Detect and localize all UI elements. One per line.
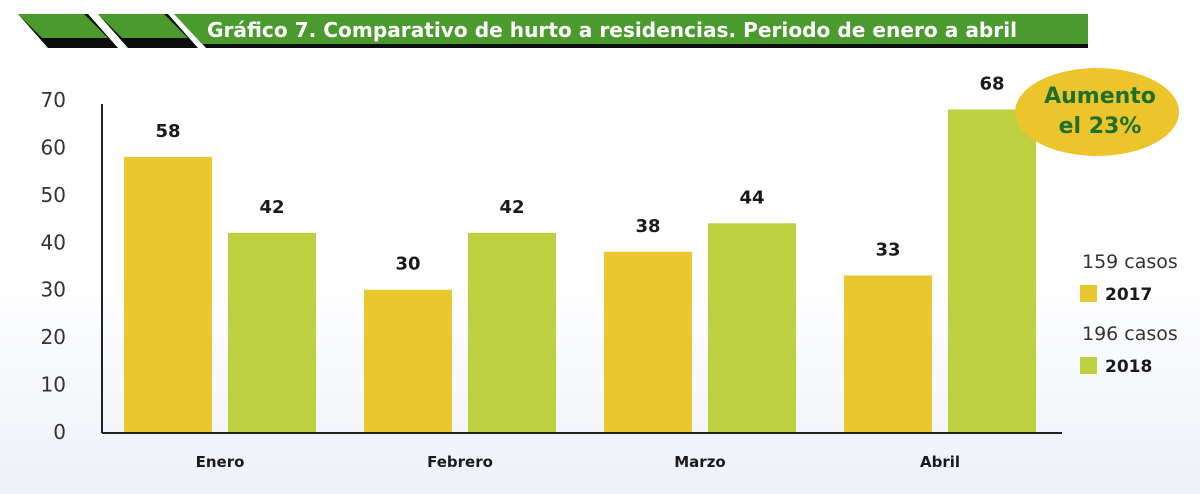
bar-2017-febrero <box>364 289 452 432</box>
chart-title: Gráfico 7. Comparativo de hurto a reside… <box>207 18 1017 42</box>
data-label-2017-febrero: 30 <box>395 254 420 275</box>
legend-cases-2017: 159 casos <box>1082 251 1178 273</box>
title-banner: Gráfico 7. Comparativo de hurto a reside… <box>18 14 1088 48</box>
bar-2018-marzo <box>708 223 796 432</box>
legend-label-2017: 2017 <box>1105 285 1152 305</box>
data-label-2017-marzo: 38 <box>635 216 660 237</box>
y-tick-label: 60 <box>41 135 66 159</box>
legend-label-2018: 2018 <box>1105 357 1152 377</box>
title-stripe-green-1 <box>18 14 108 38</box>
x-tick-label: Febrero <box>427 453 493 471</box>
x-tick-label: Enero <box>196 453 245 471</box>
increase-badge-line2: el 23% <box>1059 114 1142 139</box>
y-tick-label: 50 <box>41 183 66 207</box>
y-axis-labels: 0 10 20 30 40 50 60 70 <box>41 88 66 444</box>
increase-badge: Aumento el 23% <box>1015 68 1179 156</box>
y-tick-label: 40 <box>41 230 66 254</box>
x-tick-label: Abril <box>920 453 960 471</box>
data-label-2018-marzo: 44 <box>739 187 764 208</box>
data-label-2018-abril: 68 <box>979 73 1004 94</box>
bar-2018-abril <box>948 109 1036 432</box>
y-tick-label: 0 <box>53 420 66 444</box>
legend: 159 casos 2017 196 casos 2018 <box>1080 251 1178 377</box>
increase-badge-line1: Aumento <box>1044 84 1156 109</box>
y-tick-label: 10 <box>41 373 66 397</box>
x-tick-label: Marzo <box>674 453 725 471</box>
y-tick-label: 30 <box>41 278 66 302</box>
y-tick-label: 20 <box>41 325 66 349</box>
bar-2017-enero <box>124 156 212 432</box>
data-label-2018-enero: 42 <box>259 197 284 218</box>
increase-badge-shape <box>1015 68 1179 156</box>
bar-2018-enero <box>228 232 316 432</box>
title-band <box>174 14 1088 44</box>
legend-cases-2018: 196 casos <box>1082 323 1178 345</box>
data-label-2017-enero: 58 <box>155 121 180 142</box>
y-tick-label: 70 <box>41 88 66 112</box>
data-label-2017-abril: 33 <box>875 239 900 260</box>
bar-2018-febrero <box>468 232 556 432</box>
title-stripe-green-2 <box>98 14 188 38</box>
plot-area: 58 42 30 42 38 44 33 68 <box>101 73 1062 434</box>
legend-swatch-2018 <box>1080 357 1097 374</box>
bar-2017-marzo <box>604 251 692 432</box>
legend-swatch-2017 <box>1080 285 1097 302</box>
bar-2017-abril <box>844 275 932 432</box>
data-label-2018-febrero: 42 <box>499 197 524 218</box>
x-axis-labels: Enero Febrero Marzo Abril <box>196 453 960 471</box>
